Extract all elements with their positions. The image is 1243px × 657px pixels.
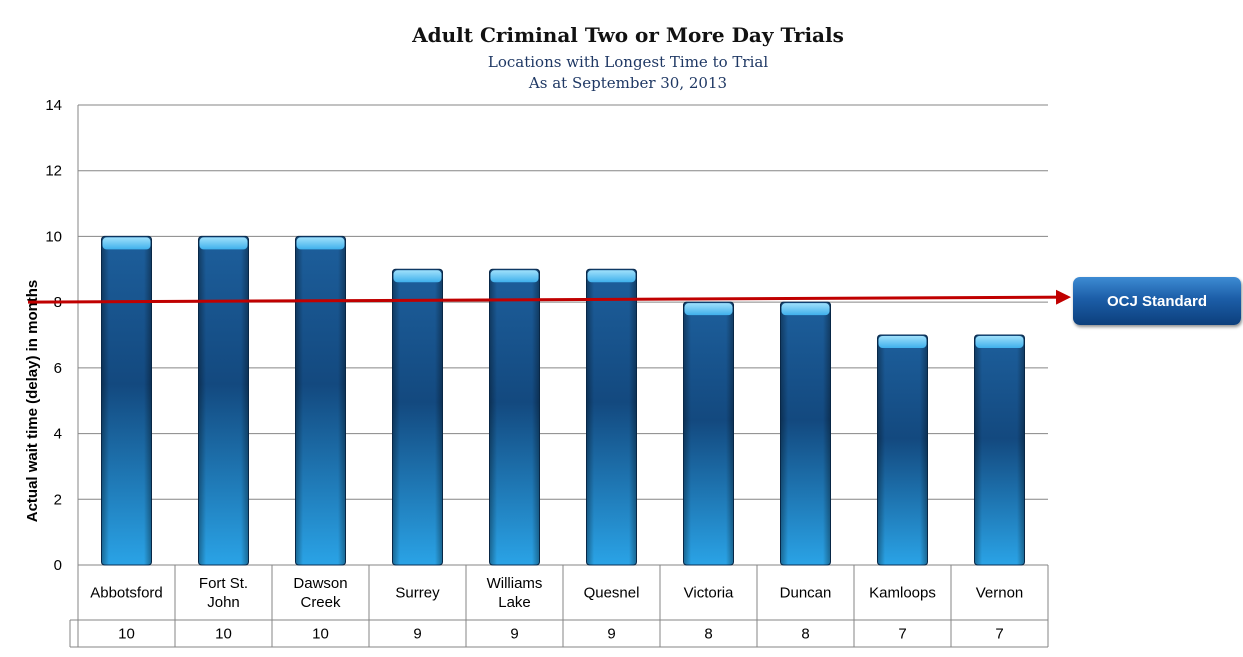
bar: [392, 268, 443, 566]
bar: [489, 268, 540, 566]
bar-shading: [101, 236, 152, 565]
bar-shading: [489, 269, 540, 565]
reference-line: [27, 289, 1071, 305]
category-label: Lake: [498, 594, 531, 611]
y-tick-label: 0: [54, 557, 62, 574]
bar-shading: [974, 335, 1025, 565]
bar-cap: [199, 237, 248, 250]
bar-cap: [975, 336, 1024, 348]
category-label: Dawson: [293, 575, 347, 592]
y-tick-label: 14: [45, 97, 62, 114]
category-label: Duncan: [780, 585, 832, 602]
bar-shading: [295, 236, 346, 565]
bar-shading: [683, 302, 734, 565]
bar: [198, 235, 249, 566]
bar-shading: [586, 269, 637, 565]
bar: [101, 235, 152, 566]
table-value: 7: [995, 626, 1003, 643]
ocj-standard-label-box: OCJ Standard: [1073, 277, 1241, 325]
data-table: Abbotsford 10 Fort St. John 10 Dawson Creek 10 S…: [69, 565, 1049, 648]
category-label: Kamloops: [869, 585, 936, 602]
bar-shading: [780, 302, 831, 565]
bar-cap: [684, 303, 733, 316]
reference-line-arrow: [27, 289, 1071, 305]
table-value: 10: [215, 626, 232, 643]
bar: [877, 334, 928, 566]
category-label: Quesnel: [584, 585, 640, 602]
table-value: 10: [312, 626, 329, 643]
bar: [295, 235, 346, 566]
category-label: Abbotsford: [90, 585, 163, 602]
bar-cap: [393, 270, 442, 283]
chart-subtitle-line-1: Locations with Longest Time to Trial: [488, 53, 768, 71]
bar-cap: [587, 270, 636, 283]
chart-subtitle-line-2: As at September 30, 2013: [528, 74, 727, 92]
bar: [974, 334, 1025, 566]
table-value: 9: [413, 626, 421, 643]
table-value: 10: [118, 626, 135, 643]
y-axis-ticks: 02468101214: [45, 97, 62, 574]
bar: [586, 268, 637, 566]
category-label: Creek: [300, 594, 341, 611]
category-label: Victoria: [684, 585, 734, 602]
bars: [101, 235, 1025, 566]
bar-shading: [392, 269, 443, 565]
y-tick-label: 12: [45, 163, 62, 180]
bar-cap: [296, 237, 345, 250]
y-tick-label: 10: [45, 228, 62, 245]
table-value: 8: [704, 626, 712, 643]
bar: [683, 301, 734, 566]
table-value: 9: [510, 626, 518, 643]
y-tick-label: 4: [54, 426, 62, 443]
bar-shading: [198, 236, 249, 565]
ocj-standard-label: OCJ Standard: [1106, 292, 1208, 310]
category-label: John: [207, 594, 240, 611]
chart-title: Adult Criminal Two or More Day Trials: [411, 23, 844, 47]
table-value: 8: [801, 626, 809, 643]
table-value: 9: [607, 626, 615, 643]
category-label: Surrey: [395, 585, 440, 602]
bar-cap: [878, 336, 927, 348]
category-label: Williams: [487, 575, 543, 592]
bar-cap: [781, 303, 830, 316]
bar-cap: [490, 270, 539, 283]
y-axis-label: Actual wait time (delay) in months: [24, 280, 41, 523]
table-value: 7: [898, 626, 906, 643]
y-tick-label: 6: [54, 360, 62, 377]
y-tick-label: 2: [54, 491, 62, 508]
bar: [780, 301, 831, 566]
category-label: Fort St.: [199, 575, 248, 592]
bar-shading: [877, 335, 928, 565]
category-label: Vernon: [976, 585, 1024, 602]
bar-cap: [102, 237, 151, 250]
